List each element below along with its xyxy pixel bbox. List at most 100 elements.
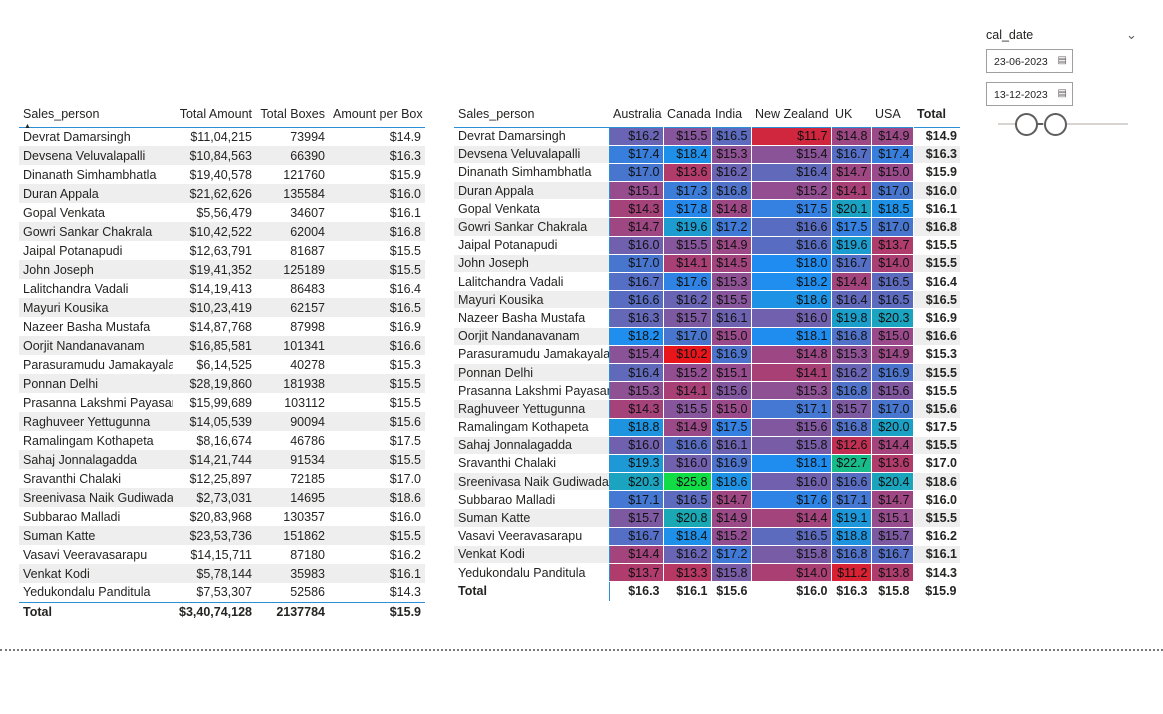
value-cell-usa: $17.0 (871, 181, 914, 201)
table-row[interactable]: Jaipal Potanapudi $12,63,791 81687 $15.5 (19, 241, 425, 260)
value-cell-usa: $13.6 (871, 454, 914, 474)
matrix-row[interactable]: Gopal Venkata $14.3 $17.8 $14.8 $17.5 $20.1 $1… (454, 199, 960, 219)
matrix-row[interactable]: Ponnan Delhi $16.4 $15.2 $15.1 $14.1 $16.2 $16… (454, 363, 960, 383)
table-row[interactable]: Sahaj Jonnalagadda $14,21,744 91534 $15.5 (19, 450, 425, 469)
matrix-row[interactable]: Venkat Kodi $14.4 $16.2 $17.2 $15.8 $16.8 $16.… (454, 545, 960, 565)
matrix-row[interactable]: John Joseph $17.0 $14.1 $14.5 $18.0 $16.7 $14.… (454, 254, 960, 274)
matrix-header-australia[interactable]: Australia (613, 106, 662, 121)
table-row[interactable]: Mayuri Kousika $10,23,419 62157 $16.5 (19, 298, 425, 317)
table-row[interactable]: Devsena Veluvalapalli $10,84,563 66390 $16.… (19, 146, 425, 165)
table-row[interactable]: Oorjit Nandanavanam $16,85,581 101341 $16.6 (19, 336, 425, 355)
table-row[interactable]: Duran Appala $21,62,626 135584 $16.0 (19, 184, 425, 203)
table-row[interactable]: Subbarao Malladi $20,83,968 130357 $16.0 (19, 507, 425, 526)
matrix-row[interactable]: Sahaj Jonnalagadda $16.0 $16.6 $16.1 $15.8 $1… (454, 436, 960, 455)
matrix-row[interactable]: Subbarao Malladi $17.1 $16.5 $14.7 $17.6 $17.… (454, 490, 960, 510)
matrix-header-usa[interactable]: USA (875, 106, 901, 121)
value-cell-canada: $13.6 (663, 163, 712, 183)
matrix-row[interactable]: Devsena Veluvalapalli $17.4 $18.4 $15.3 $15.… (454, 145, 960, 164)
sales-person-cell: Dinanath Simhambhatla (454, 163, 610, 183)
matrix-row[interactable]: Duran Appala $15.1 $17.3 $16.8 $15.2 $14.1 $17… (454, 181, 960, 201)
matrix-header-new-zealand[interactable]: New Zealand (755, 106, 829, 121)
matrix-header-canada[interactable]: Canada (667, 106, 711, 121)
chevron-down-icon[interactable]: ⌄ (1126, 27, 1137, 42)
slicer-title: cal_date (986, 28, 1034, 42)
value-cell-australia: $15.7 (609, 508, 664, 528)
total-boxes-cell: 34607 (290, 205, 325, 220)
table-row[interactable]: Lalitchandra Vadali $14,19,413 86483 $16.4 (19, 279, 425, 298)
start-date-input[interactable]: 23-06-2023 ▤ (986, 49, 1073, 73)
matrix-row[interactable]: Ramalingam Kothapeta $18.8 $14.9 $17.5 $15.6… (454, 418, 960, 437)
matrix-row[interactable]: Gowri Sankar Chakrala $14.7 $19.6 $17.2 $16.… (454, 217, 960, 237)
table-row[interactable]: Sravanthi Chalaki $12,25,897 72185 $17.0 (19, 469, 425, 488)
table-row[interactable]: Ramalingam Kothapeta $8,16,674 46786 $17.5 (19, 431, 425, 450)
sort-ascending-icon[interactable]: ▲ (24, 122, 31, 130)
table-row[interactable]: Prasanna Lakshmi Payasam $15,99,689 103112… (19, 393, 425, 412)
value-cell-usa: $16.5 (871, 290, 914, 310)
sales-person-cell: Sravanthi Chalaki (454, 454, 610, 474)
matrix-row[interactable]: Oorjit Nandanavanam $18.2 $17.0 $15.0 $18.1 $… (454, 327, 960, 346)
matrix-row[interactable]: Prasanna Lakshmi Payasam $15.3 $14.1 $15.6 $… (454, 381, 960, 401)
matrix-row[interactable]: Dinanath Simhambhatla $17.0 $13.6 $16.2 $16.… (454, 163, 960, 183)
table-row[interactable]: Devrat Damarsingh $11,04,215 73994 $14.9 (19, 127, 425, 146)
value-cell-canada: $16.2 (663, 545, 712, 565)
matrix-row[interactable]: Devrat Damarsingh $16.2 $15.5 $16.5 $11.7 $14… (454, 127, 960, 146)
column-header-sales-person[interactable]: Sales_person ▲ (23, 106, 100, 130)
amount-per-box-cell: $15.5 (329, 450, 425, 469)
total-label: Total (19, 601, 173, 622)
table-row[interactable]: Sreenivasa Naik Gudiwada $2,73,031 14695 $1… (19, 488, 425, 507)
table-row[interactable]: Dinanath Simhambhatla $19,40,578 121760 $15… (19, 165, 425, 184)
table-row[interactable]: Nazeer Basha Mustafa $14,87,768 87998 $16.9 (19, 317, 425, 336)
value-cell-canada: $15.5 (663, 127, 712, 146)
matrix-row[interactable]: Nazeer Basha Mustafa $16.3 $15.7 $16.1 $16.0… (454, 308, 960, 328)
matrix-row[interactable]: Jaipal Potanapudi $16.0 $15.5 $14.9 $16.6 $19… (454, 236, 960, 255)
slider-end-handle[interactable] (1044, 113, 1067, 136)
calendar-icon[interactable]: ▤ (1057, 88, 1067, 99)
value-cell-australia: $16.7 (609, 527, 664, 546)
sales-person-cell: Lalitchandra Vadali (454, 272, 610, 292)
value-cell-usa: $15.0 (871, 327, 914, 346)
matrix-row[interactable]: Suman Katte $15.7 $20.8 $14.9 $14.4 $19.1 $15.… (454, 508, 960, 528)
matrix-row[interactable]: Raghuveer Yettugunna $14.3 $15.5 $15.0 $17.1… (454, 399, 960, 419)
table-row[interactable]: Raghuveer Yettugunna $14,05,539 90094 $15.6 (19, 412, 425, 431)
sales-person-cell: Vasavi Veeravasarapu (454, 527, 610, 546)
total-amount-cell: $19,41,352 (173, 260, 256, 279)
table-row[interactable]: Gowri Sankar Chakrala $10,42,522 62004 $16.… (19, 222, 425, 241)
table-row[interactable]: Suman Katte $23,53,736 151862 $15.5 (19, 526, 425, 545)
table-row[interactable]: Gopal Venkata $5,56,479 34607 $16.1 (19, 203, 425, 222)
matrix-header-uk[interactable]: UK (835, 106, 853, 121)
table-row[interactable]: John Joseph $19,41,352 125189 $15.5 (19, 260, 425, 279)
table-row[interactable]: Parasuramudu Jamakayala $6,14,525 40278 $15… (19, 355, 425, 374)
value-cell-new-zealand: $16.0 (751, 472, 832, 492)
matrix-row[interactable]: Sravanthi Chalaki $19.3 $16.0 $16.9 $18.1 $22… (454, 454, 960, 474)
value-cell-usa: $14.9 (871, 127, 914, 146)
matrix-row[interactable]: Parasuramudu Jamakayala $15.4 $10.2 $16.9 $1… (454, 345, 960, 364)
sales-person-cell: Gopal Venkata (454, 199, 610, 219)
amount-per-box-cell: $16.0 (329, 184, 425, 203)
end-date-input[interactable]: 13-12-2023 ▤ (986, 82, 1073, 106)
value-cell-uk: $16.7 (831, 145, 872, 164)
matrix-row[interactable]: Mayuri Kousika $16.6 $16.2 $15.5 $18.6 $16.4 $… (454, 290, 960, 310)
matrix-header-sales-person[interactable]: Sales_person (458, 106, 535, 121)
amount-per-box-cell: $15.5 (329, 260, 425, 279)
column-header-total-boxes[interactable]: Total Boxes (260, 106, 325, 121)
value-cell-india: $15.2 (711, 527, 752, 546)
matrix-row[interactable]: Lalitchandra Vadali $16.7 $17.6 $15.3 $18.2 $… (454, 272, 960, 292)
matrix-header-india[interactable]: India (715, 106, 743, 121)
table-row[interactable]: Venkat Kodi $5,78,144 35983 $16.1 (19, 564, 425, 583)
calendar-icon[interactable]: ▤ (1057, 55, 1067, 66)
matrix-header-total[interactable]: Total (917, 106, 946, 121)
column-header-total-amount[interactable]: Total Amount (179, 106, 252, 121)
slider-start-handle[interactable] (1015, 113, 1038, 136)
column-header-amount-per-box[interactable]: Amount per Box (333, 106, 423, 121)
sales-person-cell: Nazeer Basha Mustafa (23, 319, 151, 334)
value-cell-uk: $18.8 (831, 527, 872, 546)
table-row[interactable]: Yedukondalu Panditula $7,53,307 52586 $14.3 (19, 583, 425, 602)
sales-person-cell: Yedukondalu Panditula (454, 563, 610, 583)
value-cell-new-zealand: $15.8 (751, 436, 832, 455)
matrix-row[interactable]: Vasavi Veeravasarapu $16.7 $18.4 $15.2 $16.5… (454, 527, 960, 546)
matrix-row[interactable]: Yedukondalu Panditula $13.7 $13.3 $15.8 $14.… (454, 563, 960, 583)
table-row[interactable]: Ponnan Delhi $28,19,860 181938 $15.5 (19, 374, 425, 393)
table-row[interactable]: Vasavi Veeravasarapu $14,15,711 87180 $16.2 (19, 545, 425, 564)
sales-person-cell: Ponnan Delhi (19, 374, 173, 393)
matrix-row[interactable]: Sreenivasa Naik Gudiwada $20.3 $25.8 $18.6 $… (454, 472, 960, 492)
